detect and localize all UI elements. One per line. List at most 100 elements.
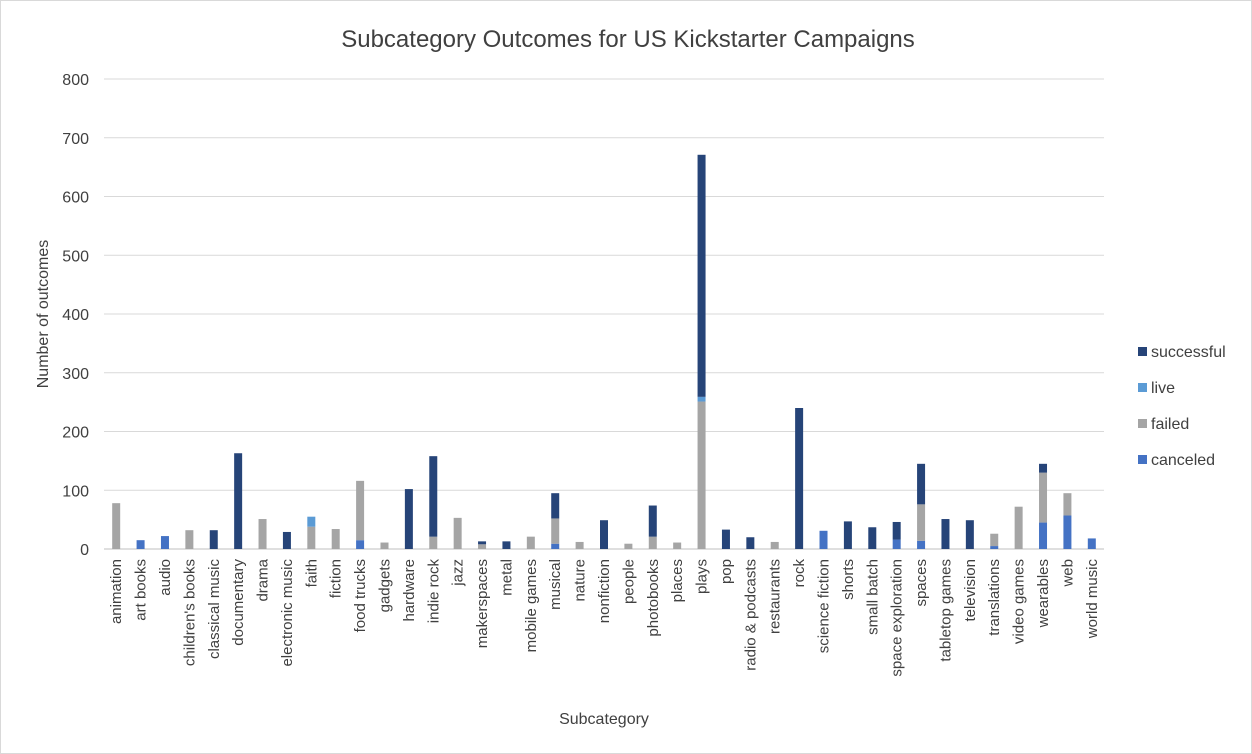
bar-segment-successful [843,521,852,549]
legend-label-canceled: canceled [1151,452,1215,469]
bar-segment-successful [721,529,730,549]
x-tick-label: television [962,559,979,622]
x-tick-label: children's books [181,559,198,666]
x-axis-ticks: animation art books audio children's books c… [108,558,1101,676]
bar-segment-failed [551,518,560,544]
x-tick-label: animation [108,559,125,624]
x-tick-label: electronic music [279,559,296,667]
x-tick-label: world music [1084,559,1101,640]
gridlines [104,78,1104,491]
bar-segment-successful [648,505,657,537]
bar-segment-failed [990,533,999,547]
legend-swatch-successful [1138,347,1147,356]
bar-segment-live [697,396,706,402]
x-tick-label: small batch [864,559,881,635]
bar-segment-failed [575,541,584,549]
bar-segment-failed [1039,472,1048,523]
x-tick-label: pop [718,559,735,584]
bar-segment-failed [624,543,633,549]
bar-segment-successful [868,527,877,549]
x-tick-label: makerspaces [474,559,491,648]
x-tick-label: documentary [230,559,247,646]
bar-segment-successful [917,463,926,505]
x-tick-label: classical music [206,559,223,660]
x-tick-label: translations [986,559,1003,636]
bar-segment-successful [892,521,901,540]
x-tick-label: nonfiction [596,559,613,623]
bar-segment-successful [1039,463,1048,473]
bar-segment-canceled [551,543,560,549]
x-tick-label: jazz [450,559,467,587]
bar-segment-successful [502,541,511,549]
x-tick-label: rock [791,559,808,588]
bar-segment-successful [941,519,950,549]
bar-segment-failed [331,529,340,549]
x-tick-label: web [1059,559,1076,588]
bar-segment-canceled [917,540,926,549]
x-tick-label: indie rock [425,559,442,624]
bar-segment-failed [307,526,316,549]
bars [112,154,1096,549]
x-tick-label: science fiction [816,559,833,653]
bar-segment-successful [965,520,974,549]
x-tick-label: faith [303,559,320,587]
y-tick-label: 700 [62,131,89,148]
bar-segment-failed [673,542,682,549]
bar-segment-failed [453,517,462,549]
y-tick-label: 0 [80,542,89,559]
bar-segment-successful [282,531,291,549]
x-tick-label: wearables [1035,559,1052,628]
bar-segment-failed [1063,493,1072,516]
bar-segment-failed [356,480,365,541]
x-tick-label: audio [157,559,174,596]
bar-segment-live [307,516,316,527]
legend-label-failed: failed [1151,416,1189,433]
x-tick-label: shorts [840,559,857,600]
x-tick-label: art books [133,559,150,621]
bar-segment-failed [648,536,657,549]
x-axis-label: Subcategory [559,711,649,728]
x-tick-label: space exploration [889,559,906,677]
bar-segment-successful [551,493,560,519]
bar-segment-canceled [892,539,901,549]
x-tick-label: restaurants [767,559,784,634]
x-tick-label: musical [547,559,564,610]
x-tick-label: photobooks [645,559,662,637]
x-tick-label: metal [498,559,515,596]
y-tick-label: 400 [62,307,89,324]
x-tick-label: tabletop games [937,559,954,662]
x-tick-label: spaces [913,559,930,607]
x-tick-label: people [620,559,637,604]
bar-segment-successful [600,520,608,549]
bar-segment-failed [770,541,779,549]
chart-title: Subcategory Outcomes for US Kickstarter … [341,26,915,53]
x-tick-label: food trucks [352,559,369,632]
bar-segment-successful [234,453,243,549]
bar-segment-failed [185,530,194,549]
bar-segment-canceled [136,540,145,549]
bar-segment-failed [917,504,926,541]
legend-label-successful: successful [1151,344,1226,361]
bar-segment-failed [429,536,438,549]
y-axis-ticks: 0 100 200 300 400 500 600 700 800 [62,72,89,559]
x-tick-label: mobile games [523,559,540,652]
bar-segment-failed [526,536,535,549]
x-tick-label: places [669,559,686,602]
bar-segment-successful [478,541,487,545]
y-tick-label: 500 [62,248,89,265]
bar-segment-failed [258,519,267,549]
bar-segment-failed [697,401,706,549]
bar-segment-failed [1014,506,1023,549]
y-tick-label: 800 [62,72,89,89]
bar-segment-canceled [160,536,169,549]
bar-segment-canceled [990,546,999,549]
bar-segment-successful [795,408,804,549]
y-tick-label: 600 [62,190,89,207]
bar-segment-failed [478,544,487,549]
x-tick-label: fiction [328,559,345,598]
bar-segment-successful [697,154,706,397]
bar-segment-canceled [1087,538,1096,549]
legend-swatch-failed [1138,419,1147,428]
bar-segment-successful [746,537,755,549]
